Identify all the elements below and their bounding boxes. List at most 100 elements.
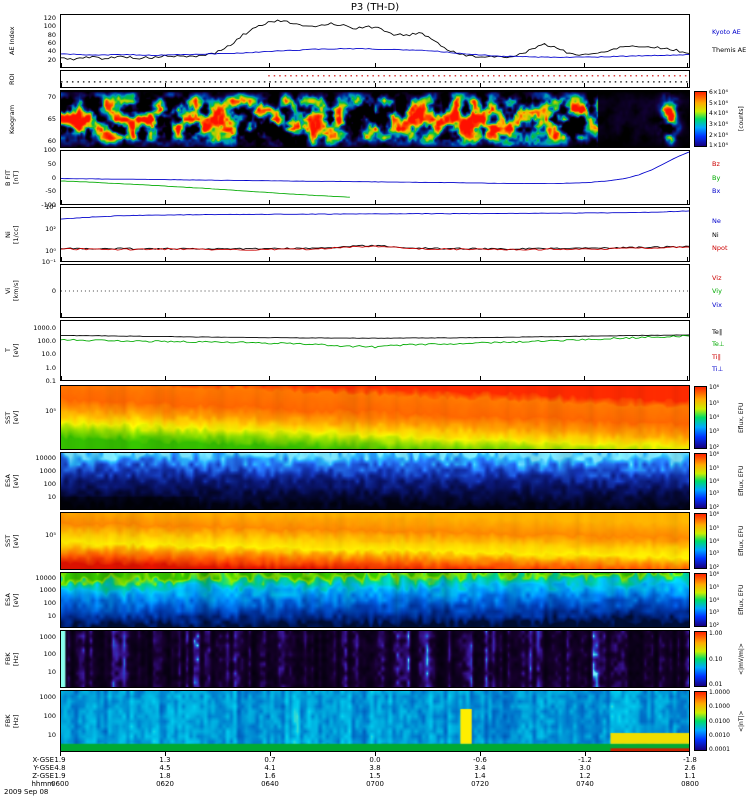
temp-ytick: 1.0 [45, 363, 56, 372]
esa-ele-ytick: 1000 [39, 586, 56, 595]
axis-row-X-GSE-value-6: -1.8 [683, 756, 697, 764]
roi-xtick-5 [584, 83, 586, 87]
temp-legend-2: Ti∥ [712, 352, 721, 361]
axis-row-Y-GSE-value-0: 4.8 [54, 764, 66, 772]
temp-xtick-6 [687, 376, 688, 380]
vi-ylabel-line: Vi [4, 287, 12, 295]
sst-ion-ylabel-line: SST [4, 411, 12, 424]
bfit-xtick-4 [479, 200, 481, 204]
ni-ylabel: Ni [1/cc] [3, 207, 21, 262]
vi-plotbox [60, 264, 690, 318]
temp-ytick: 0.1 [45, 377, 56, 385]
axis-row-hhmm-value-6: 0800 [681, 780, 699, 788]
sst-ele-ylabel-text: SST [eV] [4, 512, 20, 570]
axis-row-hhmm-value-0: 0600 [51, 780, 69, 788]
time-axis-tick-4 [480, 752, 481, 756]
ni-legend-0: Ne [712, 216, 721, 225]
sst-ion-cb-label: Eflux, EFU [736, 385, 748, 450]
axis-row-Z-GSE-value-6: 1.1 [684, 772, 696, 780]
esa-ion-spectrogram [61, 453, 689, 509]
esa-ion-cbtick: 10⁵ [709, 464, 720, 472]
fbk-b-cb-label-line: <|nT|> [738, 710, 745, 732]
fbk-b-ytick: 1000 [39, 693, 56, 702]
esa-ele-ylabel-text: ESA [eV] [4, 572, 20, 628]
axis-row-X-GSE-value-0: 1.9 [54, 756, 66, 764]
bfit-xtick-1 [164, 200, 166, 204]
esa-ele-ylabel-line: [eV] [12, 593, 20, 607]
esa-ion-ylabel: ESA [eV] [3, 452, 21, 510]
sst-ele-spectrogram [61, 513, 689, 569]
temp-ylabel-line: [eV] [12, 343, 20, 358]
sst-ion-cbtick: 10² [709, 443, 720, 451]
esa-ele-cbtick: 10² [709, 621, 720, 629]
ae-xtick-2 [269, 63, 271, 67]
fbk-e-plotbox [60, 630, 690, 688]
axis-row-hhmm-value-2: 0640 [261, 780, 279, 788]
fbk-b-cb-label: <|nT|> [736, 690, 748, 752]
time-axis-tick-2 [269, 752, 271, 756]
axis-row-Z-GSE-value-5: 1.2 [579, 772, 591, 780]
vi-legend-0: Viz [712, 273, 722, 282]
roi-ylabel: ROI [3, 70, 21, 88]
bfit-plotbox [60, 150, 690, 205]
temp-xtick-5 [584, 376, 586, 380]
sst-ion-ylabel: SST [eV] [3, 385, 21, 450]
fbk-e-cbtick: 0.01 [709, 680, 723, 688]
ni-xtick-6 [687, 257, 688, 261]
ae-series-line [61, 19, 689, 61]
temp-ytick: 100.0 [37, 337, 56, 346]
ni-xtick-0 [61, 257, 62, 261]
ae-ytick: 20 [47, 55, 56, 64]
esa-ele-cb-label-line: Eflux, EFU [738, 584, 745, 616]
fbk-e-cb-label-line: <|mV/m|> [738, 643, 745, 675]
fbk-b-ytick: 100 [43, 712, 56, 721]
sst-ion-cbtick: 10⁴ [709, 414, 720, 421]
fbk-e-ylabel-line: FBK [4, 652, 12, 666]
ae-legend-1: Themis AE [712, 46, 747, 54]
fbk-e-ylabel-line: [Hz] [12, 652, 20, 666]
bfit-ylabel: B FIT [nT] [3, 150, 21, 205]
axis-row-label-Z-GSE: Z-GSE [32, 772, 54, 780]
keogram-cbtick: 6×10⁴ [709, 89, 728, 97]
sst-ele-ylabel-line: [eV] [12, 534, 20, 548]
esa-ion-ytick: 10000 [35, 454, 56, 463]
temp-xtick-2 [269, 376, 271, 380]
bfit-ylabel-text: B FIT [nT] [4, 150, 20, 205]
temp-legend-1: Te⊥ [712, 340, 725, 349]
keogram-spectrogram [61, 91, 689, 147]
bfit-legend-1: By [712, 173, 721, 182]
fbk-e-ytick: 10 [47, 667, 56, 676]
bfit-ytick: 50 [47, 159, 56, 168]
temp-ylabel: T [eV] [3, 320, 21, 381]
vi-ylabel: Vi [km/s] [3, 264, 21, 318]
keogram-colorbar [694, 91, 707, 147]
esa-ion-colorbar [694, 453, 707, 509]
sst-ion-spectrogram [61, 386, 689, 449]
sst-ele-ylabel: SST [eV] [3, 512, 21, 570]
sst-ion-plotbox [60, 385, 690, 450]
keogram-ylabel: Keogram [3, 90, 21, 148]
ni-ylabel-line: [1/cc] [12, 225, 20, 244]
fbk-e-ytick: 1000 [39, 632, 56, 641]
temp-ylabel-line: T [4, 348, 12, 353]
temp-xtick-4 [479, 376, 481, 380]
axis-row-hhmm-value-5: 0740 [576, 780, 594, 788]
sst-ion-ylabel-line: [eV] [12, 410, 20, 425]
bfit-xtick-2 [269, 200, 271, 204]
esa-ion-ylabel-text: ESA [eV] [4, 452, 20, 510]
ni-ytick: 10⁰ [45, 247, 56, 255]
sst-ele-ytick: 10⁵ [45, 531, 56, 540]
keogram-ylabel-line: Keogram [8, 104, 16, 134]
vi-xtick-0 [61, 313, 62, 317]
ni-ylabel-text: Ni [1/cc] [4, 207, 20, 262]
sst-ele-cbtick: 10³ [709, 550, 720, 558]
ae-plotbox [60, 14, 690, 68]
esa-ele-plotbox [60, 572, 690, 628]
esa-ion-cb-label-text: Eflux, EFU [738, 452, 746, 510]
roi-xtick-6 [687, 83, 688, 87]
temp-plotbox [60, 320, 690, 381]
roi-ylabel-text: ROI [8, 70, 16, 88]
ni-ytick: 10² [45, 225, 56, 233]
roi-plotbox [60, 70, 690, 88]
bfit-ytick: -100 [41, 201, 56, 209]
